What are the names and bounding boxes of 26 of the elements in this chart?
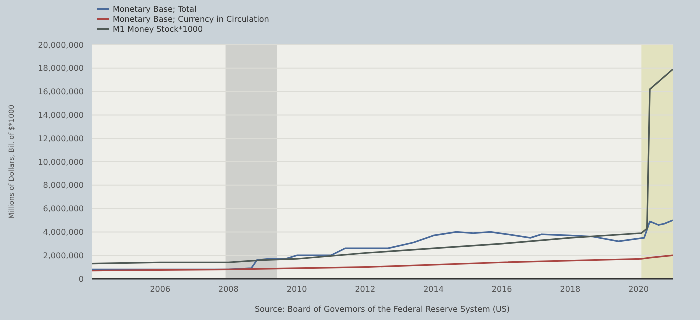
y-tick-label: 8,000,000 xyxy=(43,181,84,190)
y-tick-label: 14,000,000 xyxy=(38,111,84,120)
y-tick-label: 16,000,000 xyxy=(38,88,84,97)
legend-label: M1 Money Stock*1000 xyxy=(113,24,204,34)
x-tick-label: 2012 xyxy=(355,285,376,294)
x-tick-label: 2016 xyxy=(492,285,512,294)
x-tick-label: 2010 xyxy=(286,285,308,294)
x-tick-label: 2008 xyxy=(218,285,239,294)
line-series xyxy=(91,254,674,272)
line-series xyxy=(91,68,674,265)
x-tick-label: 2006 xyxy=(150,285,171,294)
y-tick-label: 18,000,000 xyxy=(38,64,84,74)
y-tick-label: 6,000,000 xyxy=(43,204,84,214)
y-tick-label: 12,000,000 xyxy=(38,134,84,144)
y-tick-label: 0 xyxy=(78,274,84,284)
y-tick-label: 10,000,000 xyxy=(38,158,84,167)
y-tick-label: 20,000,000 xyxy=(38,40,84,50)
line-series xyxy=(91,220,674,270)
x-tick-label: 2014 xyxy=(424,285,444,294)
y-tick-label: 2,000,000 xyxy=(43,251,84,260)
source-note: Source: Board of Governors of the Federal Reserve System (US) xyxy=(254,305,510,314)
legend-label: Monetary Base; Currency in Circulation xyxy=(113,14,270,24)
x-tick-label: 2020 xyxy=(628,285,649,294)
y-tick-label: 4,000,000 xyxy=(43,228,84,237)
x-tick-label: 2018 xyxy=(560,285,581,294)
legend-label: Monetary Base; Total xyxy=(113,4,197,14)
